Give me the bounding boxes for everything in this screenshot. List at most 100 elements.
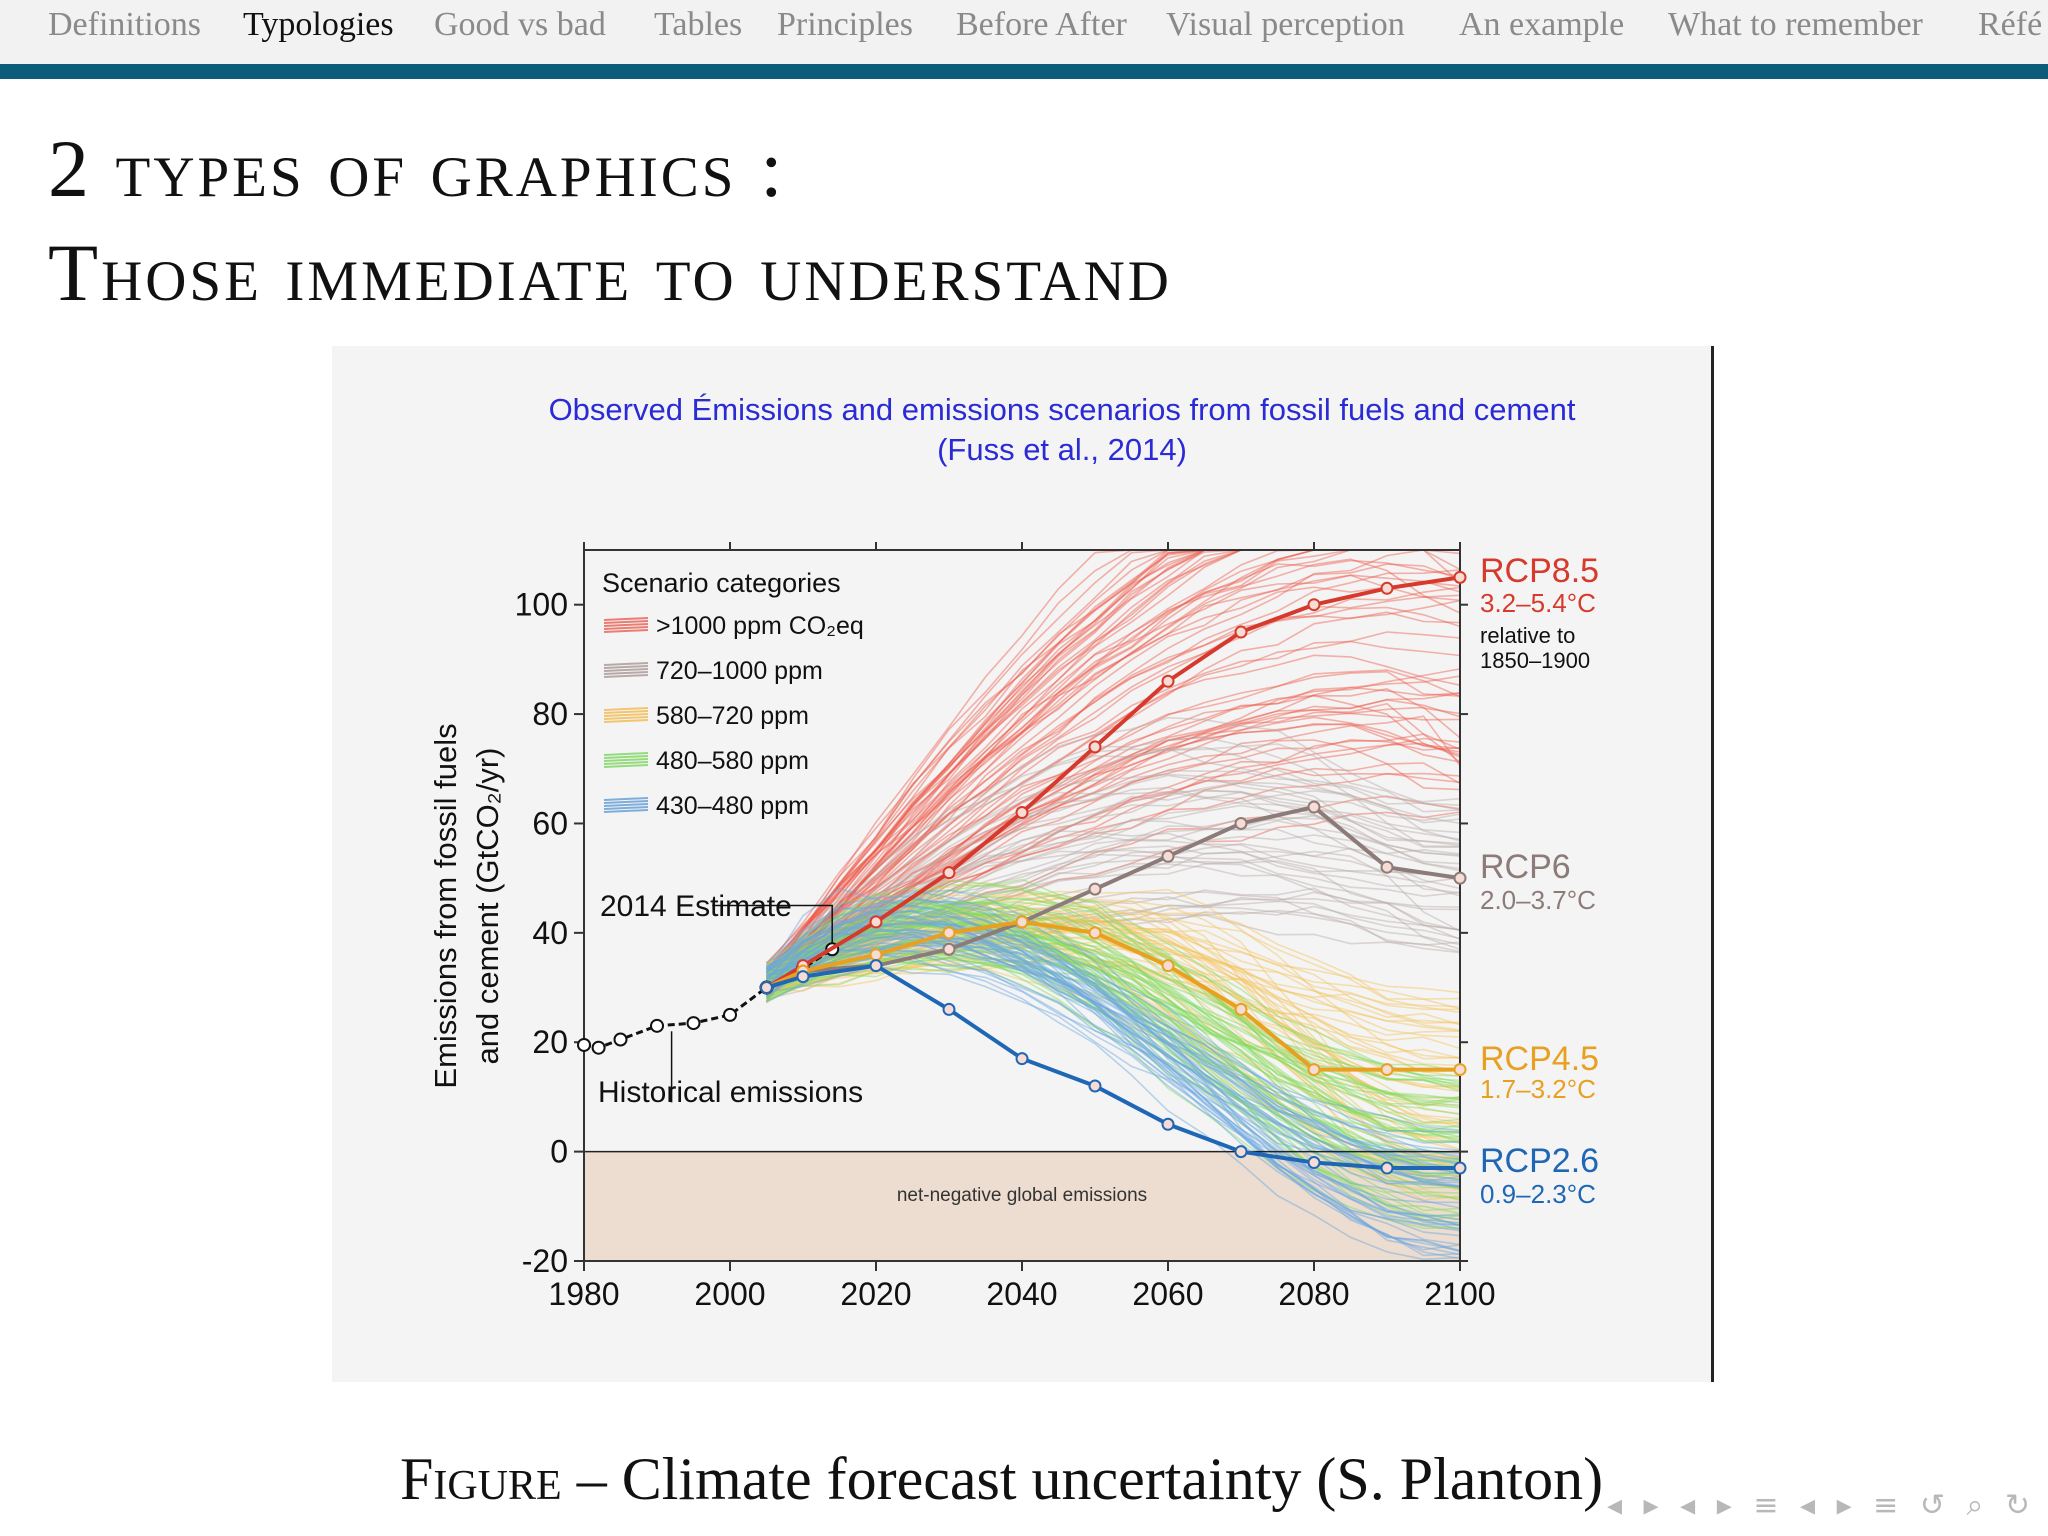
series-point-RCP2.6-0 [761, 982, 772, 993]
series-point-RCP8.5-6 [1163, 676, 1174, 687]
legend-swatch-0-4 [604, 630, 648, 632]
rcp-name-RCP8.5: RCP8.5 [1480, 552, 1599, 590]
y-tick-label-100: 100 [515, 587, 568, 623]
series-point-RCP8.5-5 [1090, 741, 1101, 752]
historical-point-3 [651, 1020, 663, 1032]
series-point-RCP8.5-9 [1382, 583, 1393, 594]
series-point-RCP2.6-4 [1017, 1053, 1028, 1064]
series-point-RCP2.6-2 [871, 960, 882, 971]
series-point-RCP6-3 [944, 944, 955, 955]
historical-point-2 [615, 1033, 627, 1045]
y-axis-label-line2: and cement (GtCO₂/yr) [470, 748, 505, 1065]
legend-swatch-3-0 [604, 753, 648, 755]
historical-point-1 [593, 1042, 605, 1054]
legend-swatch-0-3 [604, 627, 648, 629]
y-tick-label-40: 40 [532, 915, 568, 951]
figure-right-border [1711, 346, 1714, 1382]
legend-swatch-0-2 [604, 624, 648, 626]
nav-item-4[interactable]: Principles [777, 6, 913, 44]
nav-item-1[interactable]: Typologies [243, 6, 394, 44]
net-negative-label: net-negative global emissions [897, 1185, 1147, 1206]
series-point-RCP4.5-8 [1309, 1064, 1320, 1075]
legend-swatch-0-0 [604, 618, 648, 620]
legend-swatch-1-3 [604, 672, 648, 674]
emissions-chart: Observed Émissions and emissions scenari… [332, 346, 1714, 1382]
beamer-navigation-icons[interactable]: ◂ ▸ ◂ ▸ ≡ ◂ ▸ ≡ ↺ ⌕ ↻ [1607, 1488, 2036, 1523]
legend-swatch-0-1 [604, 621, 648, 623]
series-point-RCP6-6 [1163, 851, 1174, 862]
series-point-RCP2.6-6 [1163, 1119, 1174, 1130]
nav-item-6[interactable]: Visual perception [1166, 6, 1405, 44]
legend-label-0: >1000 ppm CO₂eq [656, 612, 864, 640]
series-point-RCP4.5-4 [1017, 916, 1028, 927]
navigation-bar: Definitions Typologies Good vs bad Tables Pr… [0, 0, 2048, 64]
estimate-label: 2014 Estimate [600, 890, 792, 923]
legend-swatch-1-1 [604, 666, 648, 668]
series-point-RCP8.5-7 [1236, 627, 1247, 638]
series-point-RCP8.5-2 [871, 916, 882, 927]
nav-item-9[interactable]: Réfé [1978, 6, 2042, 44]
nav-item-8[interactable]: What to remember [1668, 6, 1923, 44]
rcp-name-RCP2.6: RCP2.6 [1480, 1142, 1599, 1180]
legend-swatch-4-2 [604, 804, 648, 806]
series-point-RCP8.5-8 [1309, 599, 1320, 610]
rcp-labels: RCP8.53.2–5.4°Crelative to1850–1900RCP62… [1480, 552, 1599, 1209]
y-tick-label-80: 80 [532, 696, 568, 732]
series-point-RCP6-9 [1382, 862, 1393, 873]
legend-swatch-1-0 [604, 663, 648, 665]
nav-item-3[interactable]: Tables [654, 6, 742, 44]
series-point-RCP8.5-10 [1455, 572, 1466, 583]
series-point-RCP8.5-4 [1017, 807, 1028, 818]
caption-figure-word: Figure [400, 1446, 562, 1512]
x-tick-label-2020: 2020 [840, 1276, 911, 1312]
legend: Scenario categories >1000 ppm CO₂eq 720–10… [602, 568, 864, 820]
x-tick-label-2060: 2060 [1132, 1276, 1203, 1312]
legend-swatch-4-0 [604, 798, 648, 800]
legend-swatch-1-2 [604, 669, 648, 671]
series-point-RCP4.5-6 [1163, 960, 1174, 971]
nav-item-5[interactable]: Before After [956, 6, 1127, 44]
nav-item-7[interactable]: An example [1459, 6, 1624, 44]
slide-title-line1: 2 types of graphics : [48, 122, 786, 216]
caption-text: – Climate forecast uncertainty (S. Plant… [562, 1446, 1603, 1512]
nav-item-0[interactable]: Definitions [48, 6, 201, 44]
series-point-RCP2.6-7 [1236, 1146, 1247, 1157]
series-point-RCP2.6-9 [1382, 1163, 1393, 1174]
series-point-RCP2.6-8 [1309, 1157, 1320, 1168]
y-tick-label--20: -20 [522, 1243, 568, 1279]
legend-swatch-2-3 [604, 717, 648, 719]
legend-label-3: 480–580 ppm [656, 747, 809, 775]
series-point-RCP4.5-5 [1090, 927, 1101, 938]
series-point-RCP6-10 [1455, 873, 1466, 884]
legend-label-2: 580–720 ppm [656, 702, 809, 730]
historical-label: Historical emissions [598, 1076, 863, 1109]
y-axis-label-line1: Emissions from fossil fuels [428, 723, 463, 1088]
legend-swatch-2-1 [604, 711, 648, 713]
series-point-RCP6-5 [1090, 884, 1101, 895]
legend-label-4: 430–480 ppm [656, 792, 809, 820]
rcp-range-RCP8.5: 3.2–5.4°C [1480, 588, 1596, 618]
legend-title: Scenario categories [602, 568, 841, 598]
x-tick-label-2080: 2080 [1278, 1276, 1349, 1312]
legend-swatch-3-2 [604, 759, 648, 761]
legend-swatch-2-4 [604, 720, 648, 722]
series-point-RCP2.6-3 [944, 1004, 955, 1015]
series-point-RCP6-8 [1309, 802, 1320, 813]
figure-caption: Figure – Climate forecast uncertainty (S… [400, 1445, 1603, 1514]
historical-point-0 [578, 1039, 590, 1051]
chart-title: Observed Émissions and emissions scenari… [549, 392, 1576, 427]
series-point-RCP2.6-10 [1455, 1163, 1466, 1174]
x-tick-label-1980: 1980 [548, 1276, 619, 1312]
rcp-name-RCP4.5: RCP4.5 [1480, 1040, 1599, 1078]
legend-swatch-3-4 [604, 765, 648, 767]
nav-item-2[interactable]: Good vs bad [434, 6, 606, 44]
x-tick-label-2100: 2100 [1424, 1276, 1495, 1312]
x-tick-label-2040: 2040 [986, 1276, 1057, 1312]
legend-swatch-3-3 [604, 762, 648, 764]
x-tick-label-2000: 2000 [694, 1276, 765, 1312]
slide-title-line2: Those immediate to understand [48, 226, 1172, 320]
legend-swatch-4-3 [604, 807, 648, 809]
nav-accent-bar [0, 64, 2048, 79]
rcp-name-RCP6: RCP6 [1480, 848, 1571, 886]
series-point-RCP4.5-2 [871, 949, 882, 960]
